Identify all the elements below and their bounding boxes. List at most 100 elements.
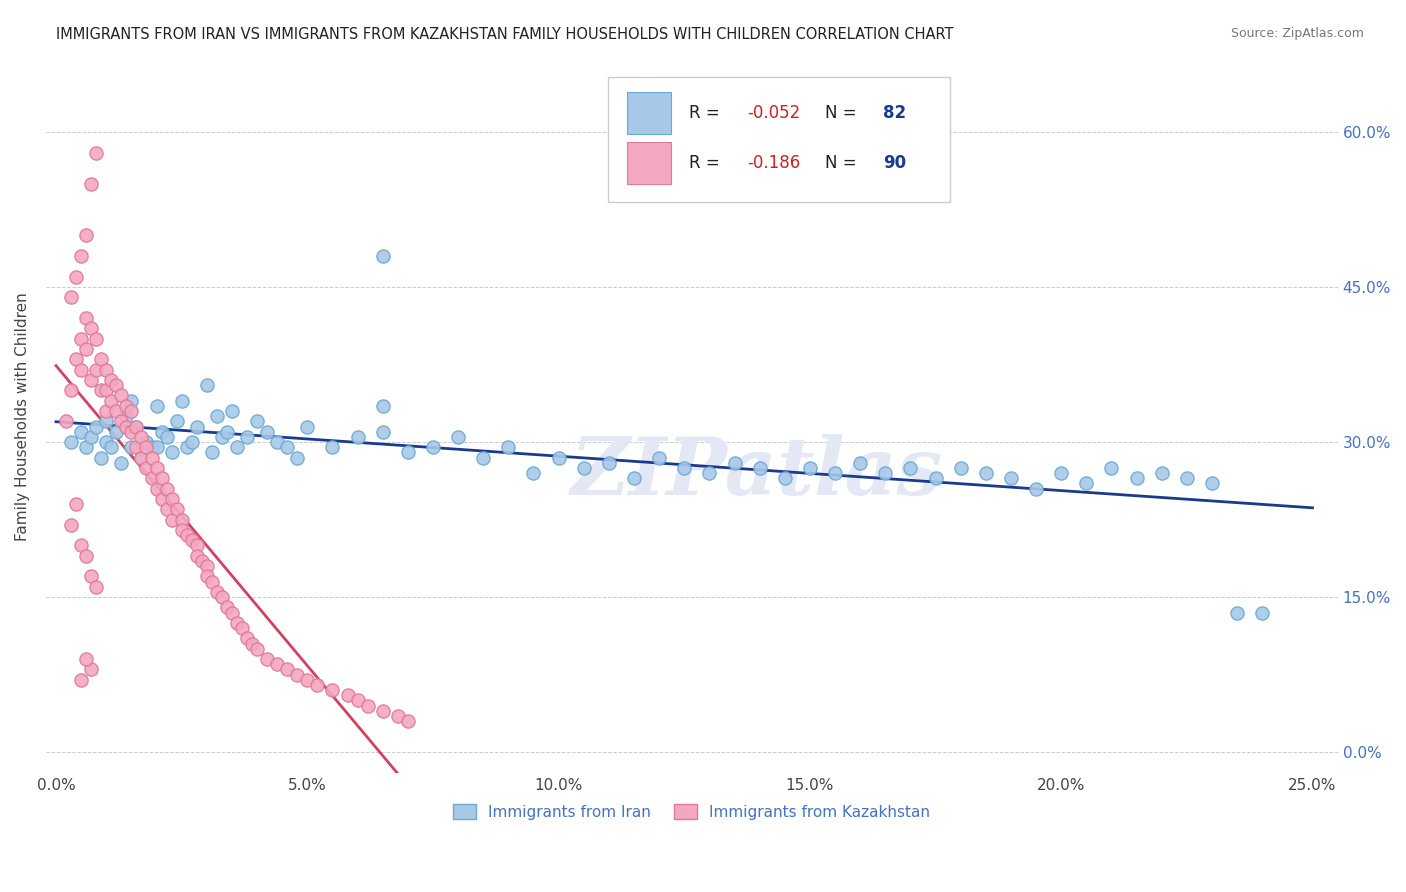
Point	[1000, 471, 1022, 485]
Point	[875, 466, 897, 480]
Point	[472, 450, 495, 465]
Point	[336, 688, 359, 702]
Point	[115, 419, 138, 434]
Point	[105, 378, 128, 392]
Point	[131, 450, 153, 465]
Point	[84, 332, 107, 346]
Text: N =: N =	[825, 104, 862, 122]
Text: -0.186: -0.186	[748, 154, 800, 172]
Point	[236, 632, 259, 646]
Text: 82: 82	[883, 104, 905, 122]
Point	[70, 425, 93, 439]
Point	[96, 362, 118, 376]
Point	[1076, 476, 1098, 491]
Point	[60, 435, 83, 450]
Point	[160, 512, 183, 526]
Point	[195, 559, 218, 574]
Point	[201, 574, 224, 589]
Point	[110, 414, 132, 428]
Point	[900, 460, 922, 475]
Point	[215, 425, 238, 439]
Point	[236, 430, 259, 444]
Point	[598, 456, 620, 470]
Point	[180, 435, 202, 450]
Point	[145, 460, 167, 475]
Point	[75, 342, 97, 356]
Text: Source: ZipAtlas.com: Source: ZipAtlas.com	[1230, 27, 1364, 40]
Point	[100, 373, 122, 387]
Point	[285, 450, 308, 465]
Point	[125, 419, 148, 434]
Point	[84, 362, 107, 376]
Point	[145, 440, 167, 454]
Point	[90, 352, 112, 367]
Point	[799, 460, 821, 475]
Point	[115, 399, 138, 413]
Point	[924, 471, 946, 485]
Point	[447, 430, 470, 444]
Point	[1125, 471, 1147, 485]
Point	[110, 388, 132, 402]
Point	[297, 419, 319, 434]
Point	[371, 425, 394, 439]
Point	[201, 445, 224, 459]
Point	[276, 662, 298, 676]
Point	[166, 502, 188, 516]
Point	[131, 430, 153, 444]
Point	[748, 460, 770, 475]
Point	[96, 414, 118, 428]
Point	[145, 399, 167, 413]
Point	[176, 528, 198, 542]
Point	[186, 538, 208, 552]
Point	[356, 698, 378, 713]
Point	[120, 404, 142, 418]
Text: R =: R =	[689, 104, 725, 122]
Point	[346, 430, 368, 444]
Point	[256, 425, 278, 439]
Text: R =: R =	[689, 154, 725, 172]
Point	[60, 290, 83, 304]
Point	[70, 673, 93, 687]
Point	[648, 450, 671, 465]
Point	[100, 393, 122, 408]
Point	[422, 440, 444, 454]
FancyBboxPatch shape	[627, 92, 671, 134]
Point	[949, 460, 972, 475]
Point	[70, 249, 93, 263]
Point	[160, 445, 183, 459]
Point	[974, 466, 997, 480]
Point	[80, 321, 103, 335]
Point	[80, 662, 103, 676]
Point	[246, 414, 269, 428]
Point	[195, 378, 218, 392]
Point	[266, 657, 288, 672]
Point	[1175, 471, 1198, 485]
Point	[205, 409, 228, 424]
Text: IMMIGRANTS FROM IRAN VS IMMIGRANTS FROM KAZAKHSTAN FAMILY HOUSEHOLDS WITH CHILDR: IMMIGRANTS FROM IRAN VS IMMIGRANTS FROM …	[56, 27, 953, 42]
Point	[371, 399, 394, 413]
Point	[176, 440, 198, 454]
Point	[150, 491, 173, 506]
Point	[285, 667, 308, 681]
Point	[256, 652, 278, 666]
Point	[145, 482, 167, 496]
Point	[90, 450, 112, 465]
Point	[141, 471, 163, 485]
Point	[155, 482, 177, 496]
Point	[135, 440, 157, 454]
Point	[186, 419, 208, 434]
FancyBboxPatch shape	[607, 78, 950, 202]
Point	[65, 269, 87, 284]
Text: ZIPatlas: ZIPatlas	[571, 434, 942, 512]
Point	[226, 615, 249, 630]
Point	[131, 450, 153, 465]
Point	[75, 652, 97, 666]
Point	[240, 636, 263, 650]
Point	[1050, 466, 1073, 480]
Point	[215, 600, 238, 615]
Point	[699, 466, 721, 480]
Point	[371, 249, 394, 263]
Point	[80, 569, 103, 583]
Point	[150, 425, 173, 439]
Point	[307, 678, 329, 692]
